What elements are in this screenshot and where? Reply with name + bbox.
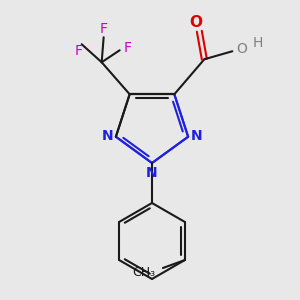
- Text: O: O: [189, 15, 202, 30]
- Text: CH₃: CH₃: [132, 266, 155, 280]
- Text: N: N: [146, 166, 158, 180]
- Text: H: H: [252, 36, 262, 50]
- Text: N: N: [190, 129, 202, 143]
- Text: F: F: [124, 41, 132, 55]
- Text: F: F: [75, 44, 83, 58]
- Text: O: O: [236, 42, 247, 56]
- Text: F: F: [100, 22, 108, 36]
- Text: N: N: [102, 129, 114, 143]
